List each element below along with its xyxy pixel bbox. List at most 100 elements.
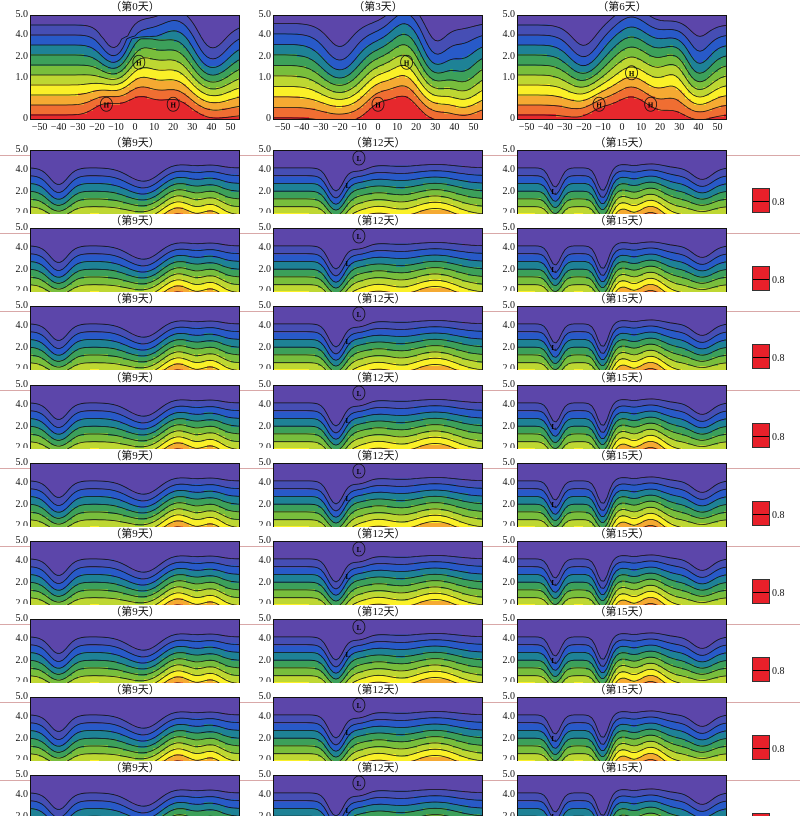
contour-fill-cell — [559, 15, 563, 19]
contour-fill-cell — [111, 105, 115, 109]
contour-fill-cell — [351, 54, 355, 58]
contour-fill-cell — [471, 81, 475, 85]
contour-fill-cell — [420, 57, 424, 61]
contour-fill-cell — [375, 117, 379, 120]
contour-fill-cell — [42, 15, 46, 19]
contour-fill-cell — [135, 96, 139, 100]
contour-fill-cell — [333, 93, 337, 97]
contour-fill-cell — [300, 45, 304, 49]
contour-fill-cell — [96, 45, 100, 49]
contour-fill-cell — [426, 30, 430, 34]
contour-fill-cell — [210, 15, 214, 19]
contour-fill-cell — [75, 15, 79, 19]
contour-fill-cell — [66, 51, 70, 55]
contour-fill-cell — [102, 66, 106, 70]
contour-fill-cell — [276, 39, 280, 43]
contour-fill-cell — [180, 60, 184, 64]
contour-fill-cell — [63, 60, 67, 64]
contour-fill-cell — [174, 114, 178, 118]
contour-fill-cell — [342, 45, 346, 49]
contour-fill-cell — [345, 114, 349, 118]
contour-fill-cell — [369, 48, 373, 52]
contour-fill-cell — [480, 114, 483, 118]
contour-fill-cell — [459, 18, 463, 22]
contour-fill-cell — [234, 63, 238, 67]
contour-fill-cell — [126, 96, 130, 100]
contour-fill-cell — [393, 24, 397, 28]
contour-fill-cell — [417, 42, 421, 46]
contour-fill-cell — [288, 108, 292, 112]
contour-fill-cell — [45, 39, 49, 43]
contour-fill-cell — [45, 36, 49, 40]
contour-fill-cell — [150, 99, 154, 103]
contour-fill-cell — [114, 96, 118, 100]
contour-fill-cell — [210, 33, 214, 37]
contour-fill-cell — [339, 117, 343, 120]
contour-fill-cell — [456, 108, 460, 112]
contour-fill-cell — [396, 36, 400, 40]
contour-fill-cell — [237, 33, 240, 37]
contour-fill-cell — [408, 90, 412, 94]
contour-fill-cell — [375, 81, 379, 85]
contour-fill-cell — [315, 15, 319, 19]
contour-fill-cell — [231, 45, 235, 49]
contour-fill-cell — [345, 102, 349, 106]
contour-fill-cell — [390, 75, 394, 79]
contour-fill-cell — [447, 99, 451, 103]
contour-fill-cell — [228, 105, 232, 109]
contour-fill-cell — [33, 48, 37, 52]
contour-fill-cell — [153, 57, 157, 61]
contour-fill-cell — [300, 90, 304, 94]
contour-fill-cell — [372, 105, 376, 109]
contour-fill-cell — [306, 21, 310, 25]
contour-fill-cell — [51, 60, 55, 64]
contour-fill-cell — [279, 90, 283, 94]
contour-fill-cell — [390, 72, 394, 76]
contour-fill-cell — [174, 117, 178, 120]
contour-fill-cell — [129, 63, 133, 67]
contour-fill-cell — [408, 42, 412, 46]
contour-fill-cell — [402, 15, 406, 19]
contour-fill-cell — [450, 39, 454, 43]
contour-fill-cell — [423, 87, 427, 91]
contour-fill-cell — [204, 111, 208, 115]
contour-fill-cell — [285, 69, 289, 73]
contour-fill-cell — [222, 114, 226, 118]
contour-fill-cell — [201, 45, 205, 49]
contour-fill-cell — [63, 24, 67, 28]
contour-fill-cell — [393, 33, 397, 37]
contour-fill-cell — [420, 90, 424, 94]
contour-fill-cell — [477, 75, 481, 79]
contour-fill-cell — [66, 108, 70, 112]
contour-fill-cell — [30, 84, 34, 88]
contour-fill-cell — [378, 21, 382, 25]
contour-fill-cell — [219, 81, 223, 85]
contour-fill-cell — [144, 57, 148, 61]
contour-fill-cell — [378, 111, 382, 115]
contour-fill-cell — [384, 66, 388, 70]
contour-fill-cell — [273, 111, 277, 115]
contour-fill-cell — [480, 117, 483, 120]
contour-fill-cell — [225, 27, 229, 31]
contour-fill-cell — [315, 111, 319, 115]
contour-fill-cell — [318, 93, 322, 97]
contour-fill-cell — [381, 30, 385, 34]
contour-fill-cell — [36, 96, 40, 100]
contour-fill-cell — [168, 39, 172, 43]
contour-fill-cell — [39, 111, 43, 115]
contour-fill-cell — [312, 111, 316, 115]
contour-fill-cell — [135, 81, 139, 85]
contour-fill-cell — [273, 54, 277, 58]
contour-fill-cell — [180, 84, 184, 88]
contour-fill-cell — [336, 78, 340, 82]
contour-fill-cell — [162, 99, 166, 103]
contour-fill-cell — [607, 15, 611, 19]
contour-fill-cell — [54, 105, 58, 109]
contour-fill-cell — [285, 75, 289, 79]
contour-fill-cell — [87, 117, 91, 120]
contour-fill-cell — [402, 114, 406, 118]
contour-fill-cell — [168, 69, 172, 73]
y-tick-label: 0 — [6, 114, 28, 124]
contour-fill-cell — [180, 51, 184, 55]
contour-fill-cell — [441, 90, 445, 94]
